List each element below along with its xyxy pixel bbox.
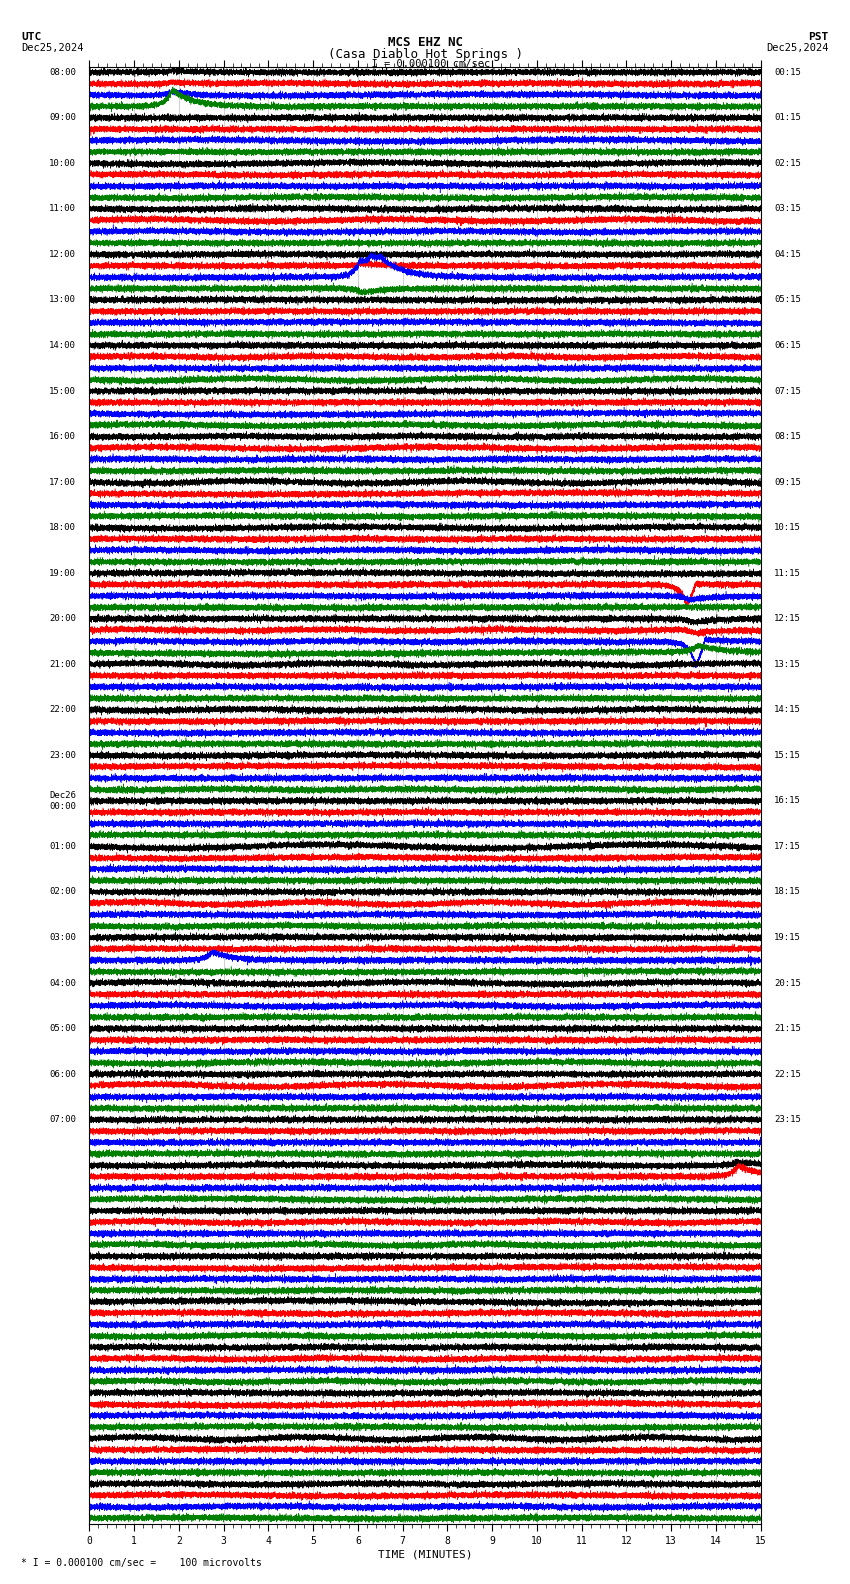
Text: 08:15: 08:15 bbox=[774, 432, 801, 440]
Text: 06:00: 06:00 bbox=[49, 1069, 76, 1079]
Text: 16:15: 16:15 bbox=[774, 797, 801, 805]
Text: 05:15: 05:15 bbox=[774, 296, 801, 304]
Text: 07:00: 07:00 bbox=[49, 1115, 76, 1125]
Text: 23:15: 23:15 bbox=[774, 1115, 801, 1125]
Text: 01:15: 01:15 bbox=[774, 114, 801, 122]
Text: 05:00: 05:00 bbox=[49, 1025, 76, 1033]
Text: 13:00: 13:00 bbox=[49, 296, 76, 304]
Text: 19:00: 19:00 bbox=[49, 569, 76, 578]
Text: UTC: UTC bbox=[21, 32, 42, 41]
Text: 22:00: 22:00 bbox=[49, 705, 76, 714]
Text: 04:15: 04:15 bbox=[774, 250, 801, 258]
Text: 13:15: 13:15 bbox=[774, 661, 801, 668]
Text: 00:15: 00:15 bbox=[774, 68, 801, 76]
Text: 11:15: 11:15 bbox=[774, 569, 801, 578]
Text: 03:15: 03:15 bbox=[774, 204, 801, 214]
Text: (Casa Diablo Hot Springs ): (Casa Diablo Hot Springs ) bbox=[327, 48, 523, 60]
Text: 19:15: 19:15 bbox=[774, 933, 801, 942]
Text: 20:00: 20:00 bbox=[49, 615, 76, 623]
Text: 02:00: 02:00 bbox=[49, 887, 76, 897]
Text: 04:00: 04:00 bbox=[49, 979, 76, 987]
Text: 09:00: 09:00 bbox=[49, 114, 76, 122]
Text: 08:00: 08:00 bbox=[49, 68, 76, 76]
Text: 07:15: 07:15 bbox=[774, 386, 801, 396]
Text: 16:00: 16:00 bbox=[49, 432, 76, 440]
Text: Dec25,2024: Dec25,2024 bbox=[766, 43, 829, 52]
Text: 17:00: 17:00 bbox=[49, 478, 76, 486]
Text: 23:00: 23:00 bbox=[49, 751, 76, 760]
Text: 18:15: 18:15 bbox=[774, 887, 801, 897]
Text: Dec25,2024: Dec25,2024 bbox=[21, 43, 84, 52]
Text: 12:15: 12:15 bbox=[774, 615, 801, 623]
Text: 21:15: 21:15 bbox=[774, 1025, 801, 1033]
Text: 14:15: 14:15 bbox=[774, 705, 801, 714]
Text: 09:15: 09:15 bbox=[774, 478, 801, 486]
Text: 14:00: 14:00 bbox=[49, 341, 76, 350]
Text: 03:00: 03:00 bbox=[49, 933, 76, 942]
X-axis label: TIME (MINUTES): TIME (MINUTES) bbox=[377, 1549, 473, 1560]
Text: 15:15: 15:15 bbox=[774, 751, 801, 760]
Text: 10:15: 10:15 bbox=[774, 523, 801, 532]
Text: 02:15: 02:15 bbox=[774, 158, 801, 168]
Text: PST: PST bbox=[808, 32, 829, 41]
Text: 18:00: 18:00 bbox=[49, 523, 76, 532]
Text: 21:00: 21:00 bbox=[49, 661, 76, 668]
Text: 11:00: 11:00 bbox=[49, 204, 76, 214]
Text: 10:00: 10:00 bbox=[49, 158, 76, 168]
Text: * I = 0.000100 cm/sec =    100 microvolts: * I = 0.000100 cm/sec = 100 microvolts bbox=[21, 1559, 262, 1568]
Text: 01:00: 01:00 bbox=[49, 843, 76, 851]
Text: 17:15: 17:15 bbox=[774, 843, 801, 851]
Text: 20:15: 20:15 bbox=[774, 979, 801, 987]
Text: 12:00: 12:00 bbox=[49, 250, 76, 258]
Text: Dec26
00:00: Dec26 00:00 bbox=[49, 790, 76, 811]
Text: I = 0.000100 cm/sec: I = 0.000100 cm/sec bbox=[360, 59, 490, 68]
Text: 15:00: 15:00 bbox=[49, 386, 76, 396]
Text: MCS EHZ NC: MCS EHZ NC bbox=[388, 36, 462, 49]
Text: 22:15: 22:15 bbox=[774, 1069, 801, 1079]
Text: 06:15: 06:15 bbox=[774, 341, 801, 350]
